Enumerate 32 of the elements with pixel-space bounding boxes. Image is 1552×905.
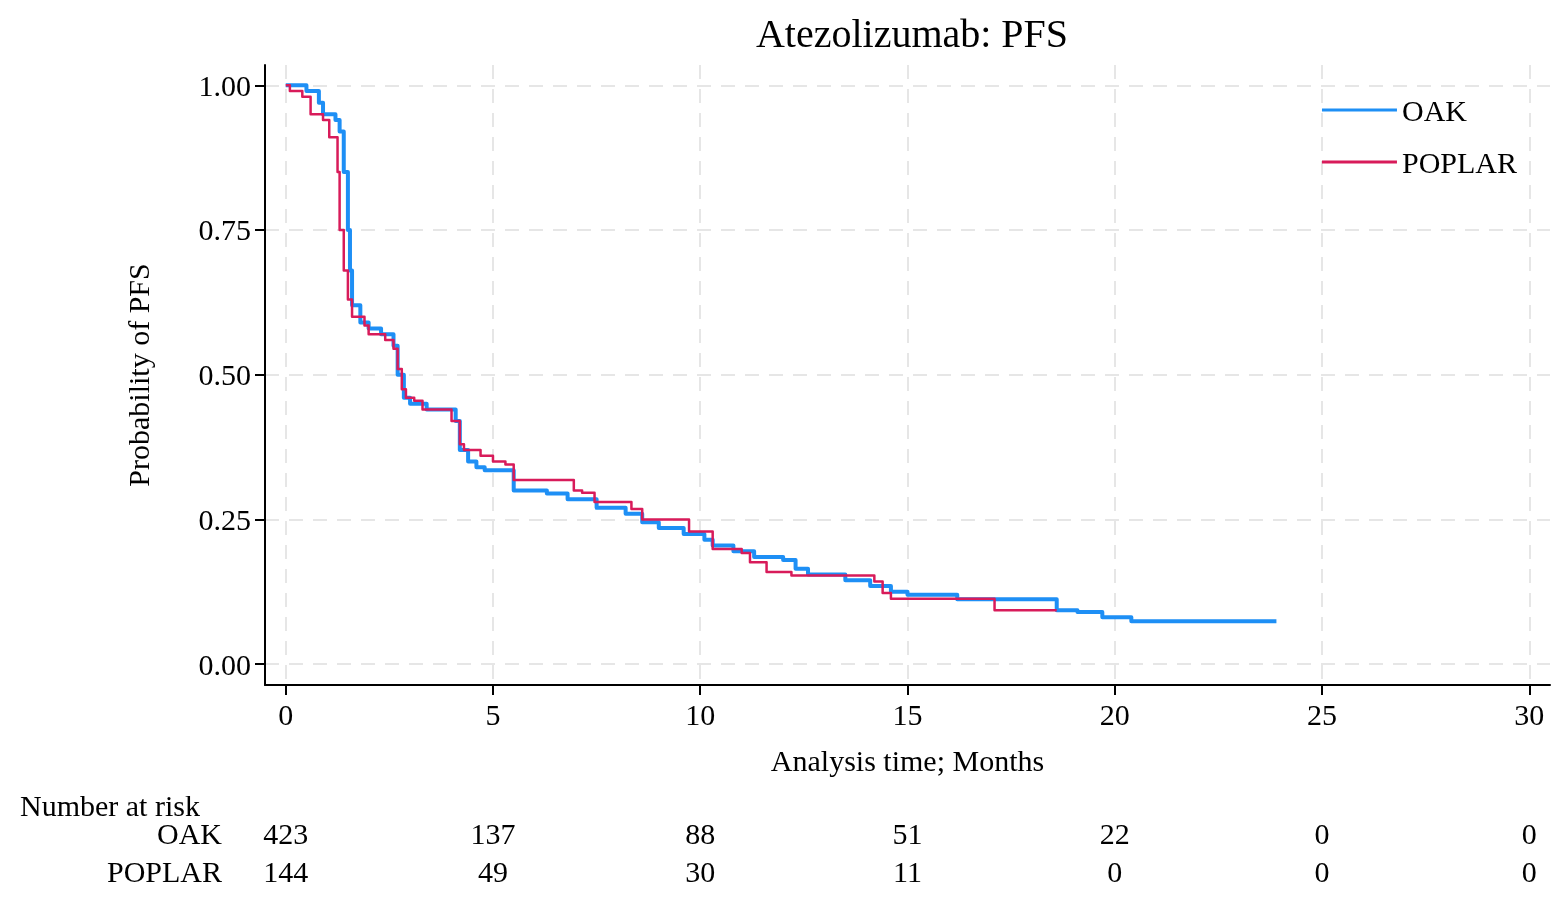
x-tick-label: 0 xyxy=(278,697,294,731)
y-axis-title: Probability of PFS xyxy=(121,263,155,487)
y-tick-label: 0.00 xyxy=(198,647,251,681)
text: 0 xyxy=(1314,816,1330,850)
x-tick-label: 20 xyxy=(1099,697,1130,731)
text: 49 xyxy=(477,854,508,888)
text: 423 xyxy=(263,816,309,850)
text: 0 xyxy=(1521,854,1537,888)
text: 11 xyxy=(893,854,922,888)
y-tick-label: 1.00 xyxy=(198,68,251,102)
text: 144 xyxy=(263,854,309,888)
x-tick-label: 15 xyxy=(892,697,923,731)
text: 137 xyxy=(470,816,516,850)
y-tick-label: 0.75 xyxy=(198,213,251,247)
text: 88 xyxy=(685,816,716,850)
chart-title: Atezolizumab: PFS xyxy=(755,10,1069,56)
x-tick-label: 10 xyxy=(685,697,716,731)
x-tick-label: 25 xyxy=(1307,697,1338,731)
x-axis-title: Analysis time; Months xyxy=(770,743,1045,777)
text: 0 xyxy=(1521,816,1537,850)
legend-label: POPLAR xyxy=(1401,145,1518,179)
x-tick-label: 30 xyxy=(1514,697,1545,731)
legend-label: OAK xyxy=(1401,93,1468,127)
y-tick-label: 0.25 xyxy=(198,502,251,536)
text: 30 xyxy=(685,854,716,888)
text: 0 xyxy=(1314,854,1330,888)
y-tick-label: 0.50 xyxy=(198,358,251,392)
text: 0 xyxy=(1107,854,1123,888)
text: POPLAR xyxy=(106,854,222,888)
text: 22 xyxy=(1099,816,1130,850)
text: 51 xyxy=(892,816,923,850)
x-tick-label: 5 xyxy=(485,697,501,731)
